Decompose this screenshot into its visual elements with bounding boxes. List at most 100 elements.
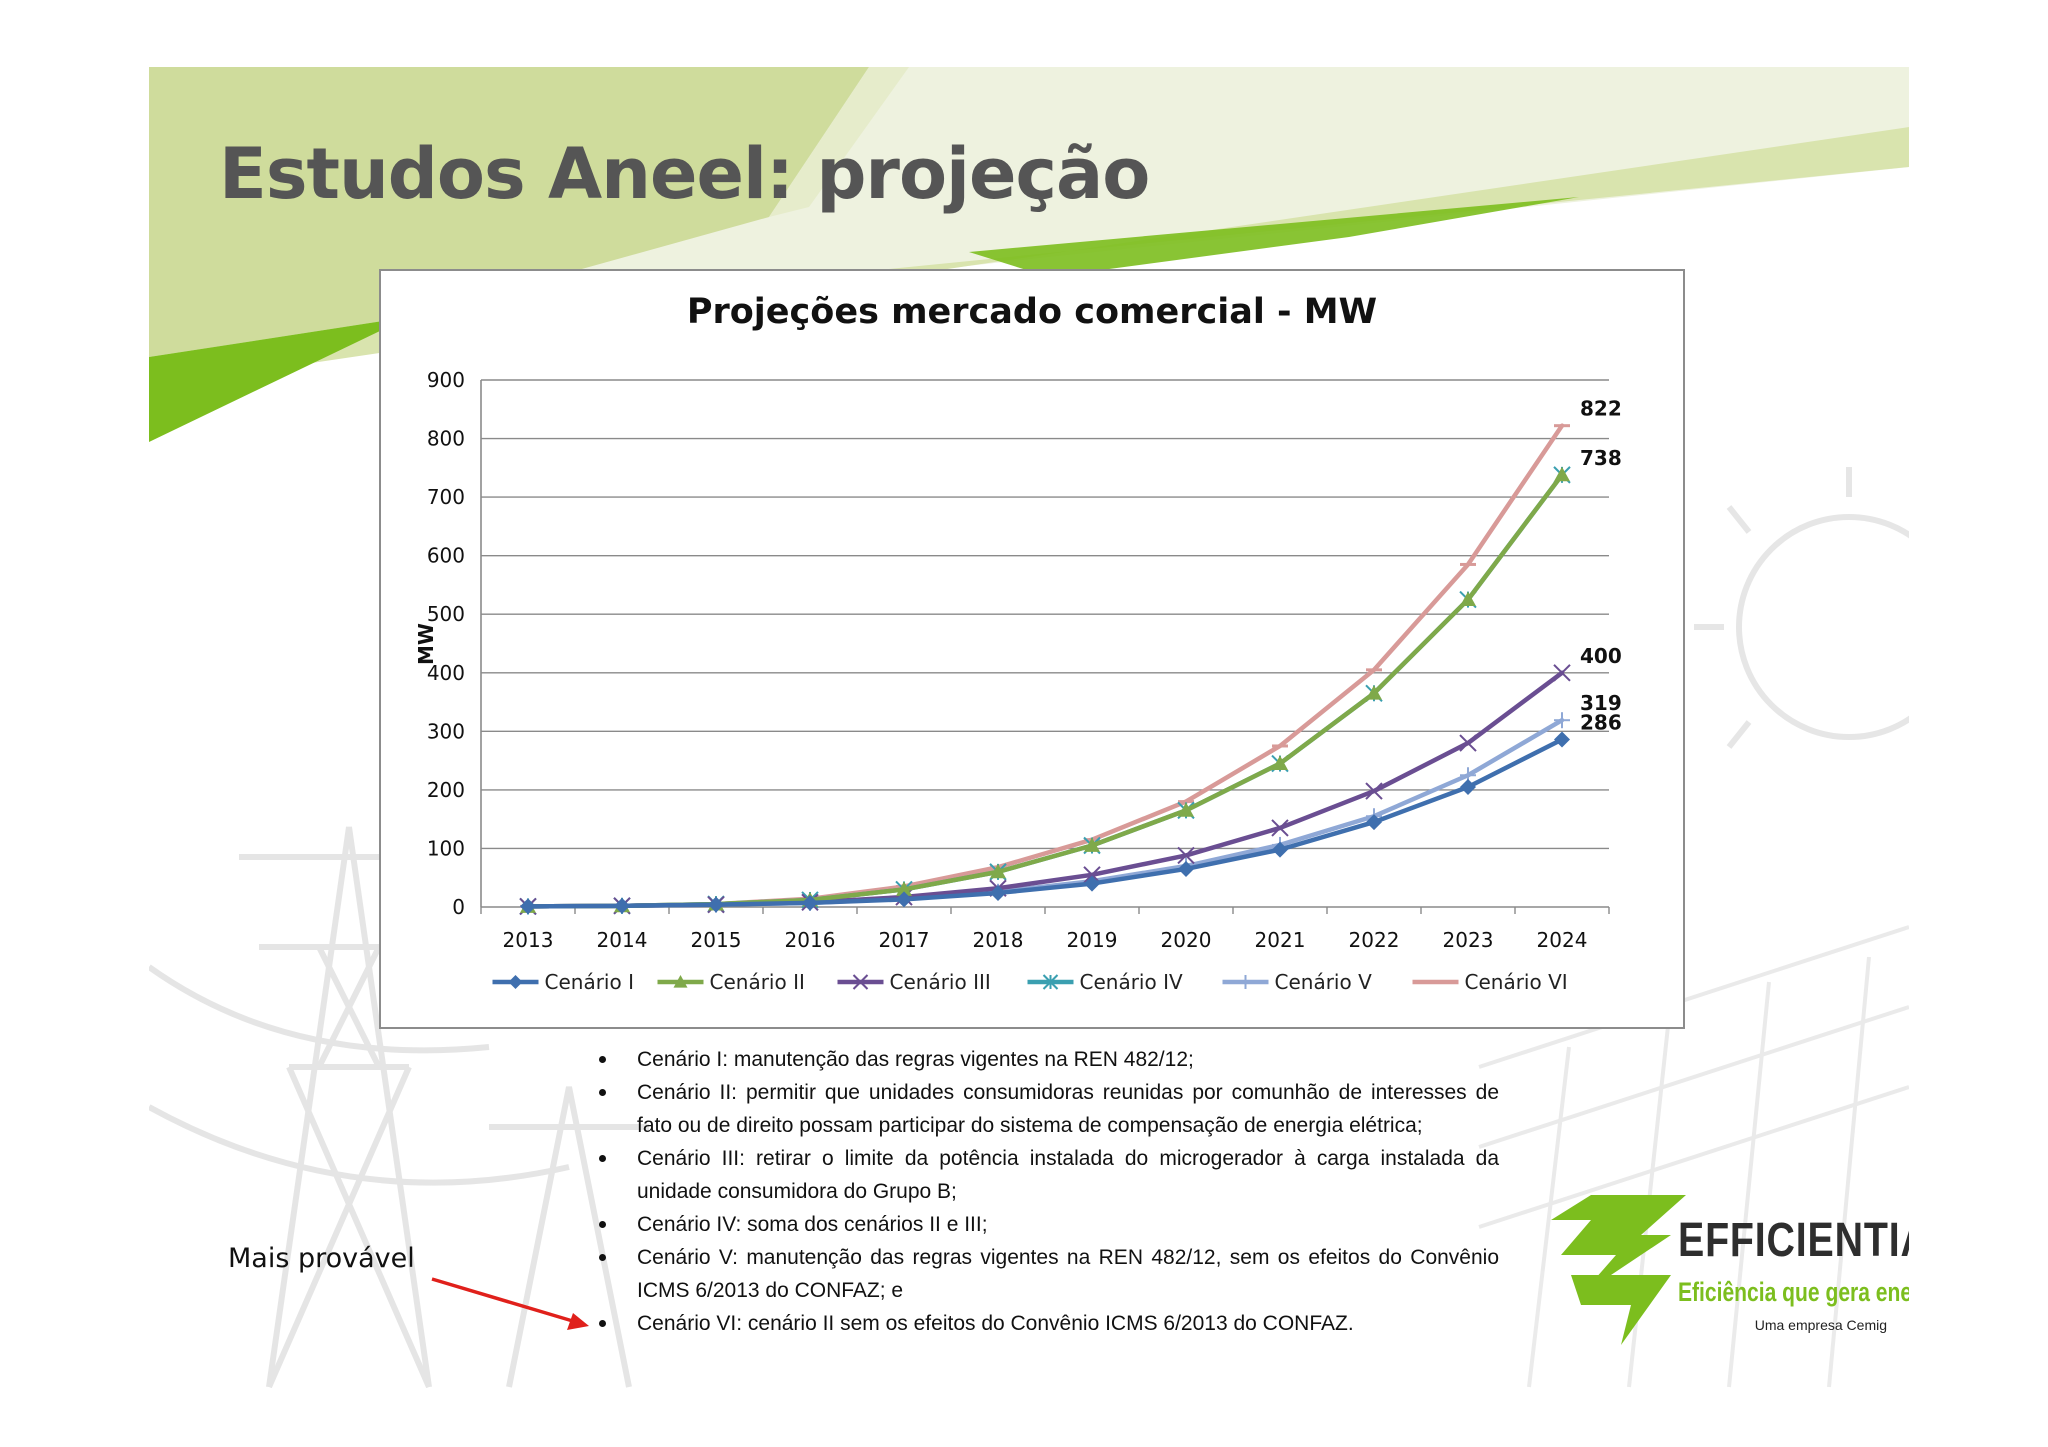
chart-title: Projeções mercado comercial - MW xyxy=(687,292,1377,332)
list-item-text: Cenário VI: cenário II sem os efeitos do… xyxy=(637,1312,1354,1335)
diamond-marker xyxy=(1460,778,1476,795)
logo-tagline: Eficiência que gera energia. xyxy=(1678,1277,1909,1307)
bullet-dot xyxy=(599,1221,606,1228)
x-tick-label: 2017 xyxy=(879,928,930,952)
lightning-bolt-icon xyxy=(1551,1195,1686,1345)
x-tick-label: 2014 xyxy=(597,928,648,952)
x-tick-label: 2020 xyxy=(1161,928,1212,952)
bullet-dot xyxy=(599,1320,606,1327)
triangle-marker xyxy=(1460,591,1476,606)
x-marker xyxy=(1553,664,1571,682)
x-tick-label: 2023 xyxy=(1443,928,1494,952)
list-item-text: Cenário V: manutenção das regras vigente… xyxy=(637,1246,1499,1302)
x-tick-label: 2024 xyxy=(1537,928,1588,952)
x-marker xyxy=(1459,734,1477,752)
data-label: 738 xyxy=(1580,446,1622,470)
legend-item: Cenário VI xyxy=(1412,970,1568,994)
legend-item: Cenário II xyxy=(657,970,805,994)
y-tick-label: 300 xyxy=(427,719,465,743)
list-item-text: Cenário III: retirar o limite da potênci… xyxy=(637,1147,1499,1203)
x-marker-stroke xyxy=(1177,846,1195,865)
list-item: Cenário IV: soma dos cenários II e III; xyxy=(599,1208,1499,1241)
axes: 0 100 200 300 400 500 600 700 800 900 2013 2014 2015… xyxy=(427,368,1610,952)
diamond-marker xyxy=(508,975,523,989)
diamond-marker xyxy=(802,894,818,911)
diamond-marker xyxy=(708,896,724,913)
triangle-marker xyxy=(1084,837,1100,852)
list-item: Cenário VI: cenário II sem os efeitos do… xyxy=(599,1307,1499,1340)
plus-marker xyxy=(1554,712,1570,729)
x-tick-label: 2015 xyxy=(691,928,742,952)
y-tick-label: 500 xyxy=(427,602,465,626)
diamond-marker xyxy=(1366,814,1382,831)
x-tick-label: 2019 xyxy=(1067,928,1118,952)
diamond-marker xyxy=(520,898,536,915)
x-tick-label: 2021 xyxy=(1255,928,1306,952)
triangle-marker xyxy=(990,863,1006,879)
slide-title: Estudos Aneel: projeção xyxy=(219,133,1150,215)
series-line xyxy=(525,737,1565,909)
y-axis-title: MW xyxy=(414,623,438,665)
triangle-marker xyxy=(896,881,912,896)
legend-label: Cenário VI xyxy=(1465,970,1568,994)
x-marker-stroke xyxy=(1271,819,1289,837)
data-label: 286 xyxy=(1580,711,1622,735)
y-tick-label: 700 xyxy=(427,485,465,509)
bullet-dot xyxy=(599,1056,606,1063)
chart-container: Projeções mercado comercial - MW MW 0 100… xyxy=(379,269,1685,1029)
diamond-marker xyxy=(1084,875,1100,892)
list-item: Cenário I: manutenção das regras vigente… xyxy=(599,1043,1499,1076)
y-tick-label: 900 xyxy=(427,368,465,392)
x-tick-label: 2013 xyxy=(503,928,554,952)
diamond-marker xyxy=(1178,860,1194,877)
y-tick-label: 100 xyxy=(427,836,465,860)
data-label: 400 xyxy=(1580,644,1622,668)
series-lines xyxy=(519,423,1571,916)
x-marker-stroke xyxy=(852,974,869,990)
star-marker xyxy=(1042,974,1059,990)
x-marker-stroke xyxy=(1553,664,1571,682)
legend-label: Cenário IV xyxy=(1080,970,1183,994)
data-label: 822 xyxy=(1580,397,1622,421)
triangle-marker xyxy=(1554,466,1570,482)
most-likely-label: Mais provável xyxy=(228,1243,415,1274)
series-1 xyxy=(520,731,1570,915)
legend-label: Cenário II xyxy=(710,970,805,994)
list-item-text: Cenário I: manutenção das regras vigente… xyxy=(637,1048,1194,1071)
y-tick-label: 600 xyxy=(427,544,465,568)
diamond-marker xyxy=(990,884,1006,901)
efficientia-logo: EFFICIENTIA Eficiência que gera energia.… xyxy=(1551,1195,1909,1380)
y-tick-label: 200 xyxy=(427,778,465,802)
legend-item: Cenário IV xyxy=(1027,970,1183,994)
line-chart: Projeções mercado comercial - MW MW 0 100… xyxy=(414,292,1622,994)
bullet-dot xyxy=(599,1155,606,1162)
diamond-marker xyxy=(1272,841,1288,858)
list-item-text: Cenário II: permitir que unidades consum… xyxy=(637,1081,1499,1137)
x-tick-label: 2018 xyxy=(973,928,1024,952)
logo-subtitle: Uma empresa Cemig xyxy=(1754,1317,1887,1333)
list-item: Cenário III: retirar o limite da potênci… xyxy=(599,1142,1499,1208)
bullet-dot xyxy=(599,1089,606,1096)
diamond-marker xyxy=(1554,731,1570,748)
list-item-text: Cenário IV: soma dos cenários II e III; xyxy=(637,1213,988,1236)
x-marker xyxy=(852,974,869,990)
y-tick-label: 800 xyxy=(427,427,465,451)
x-marker xyxy=(1271,819,1289,837)
bullet-dot xyxy=(599,1254,606,1261)
triangle-marker xyxy=(1272,755,1288,770)
diamond-marker xyxy=(896,891,912,908)
legend-label: Cenário V xyxy=(1275,970,1373,994)
diamond-marker xyxy=(614,897,630,914)
x-tick-label: 2022 xyxy=(1349,928,1400,952)
red-arrow-icon xyxy=(431,1277,589,1330)
logo-wordmark: EFFICIENTIA xyxy=(1678,1214,1909,1267)
y-tick-label: 0 xyxy=(452,895,465,919)
triangle-marker xyxy=(673,975,688,988)
data-label: 319 xyxy=(1580,691,1622,715)
legend: Cenário I Cenário II Cenário III Cenário IV… xyxy=(492,970,1568,994)
legend-item: Cenário III xyxy=(837,970,991,994)
data-labels: 286 738 400 319 822 xyxy=(1580,397,1622,735)
triangle-marker xyxy=(1366,685,1382,700)
legend-label: Cenário III xyxy=(890,970,991,994)
x-marker xyxy=(1177,846,1195,865)
